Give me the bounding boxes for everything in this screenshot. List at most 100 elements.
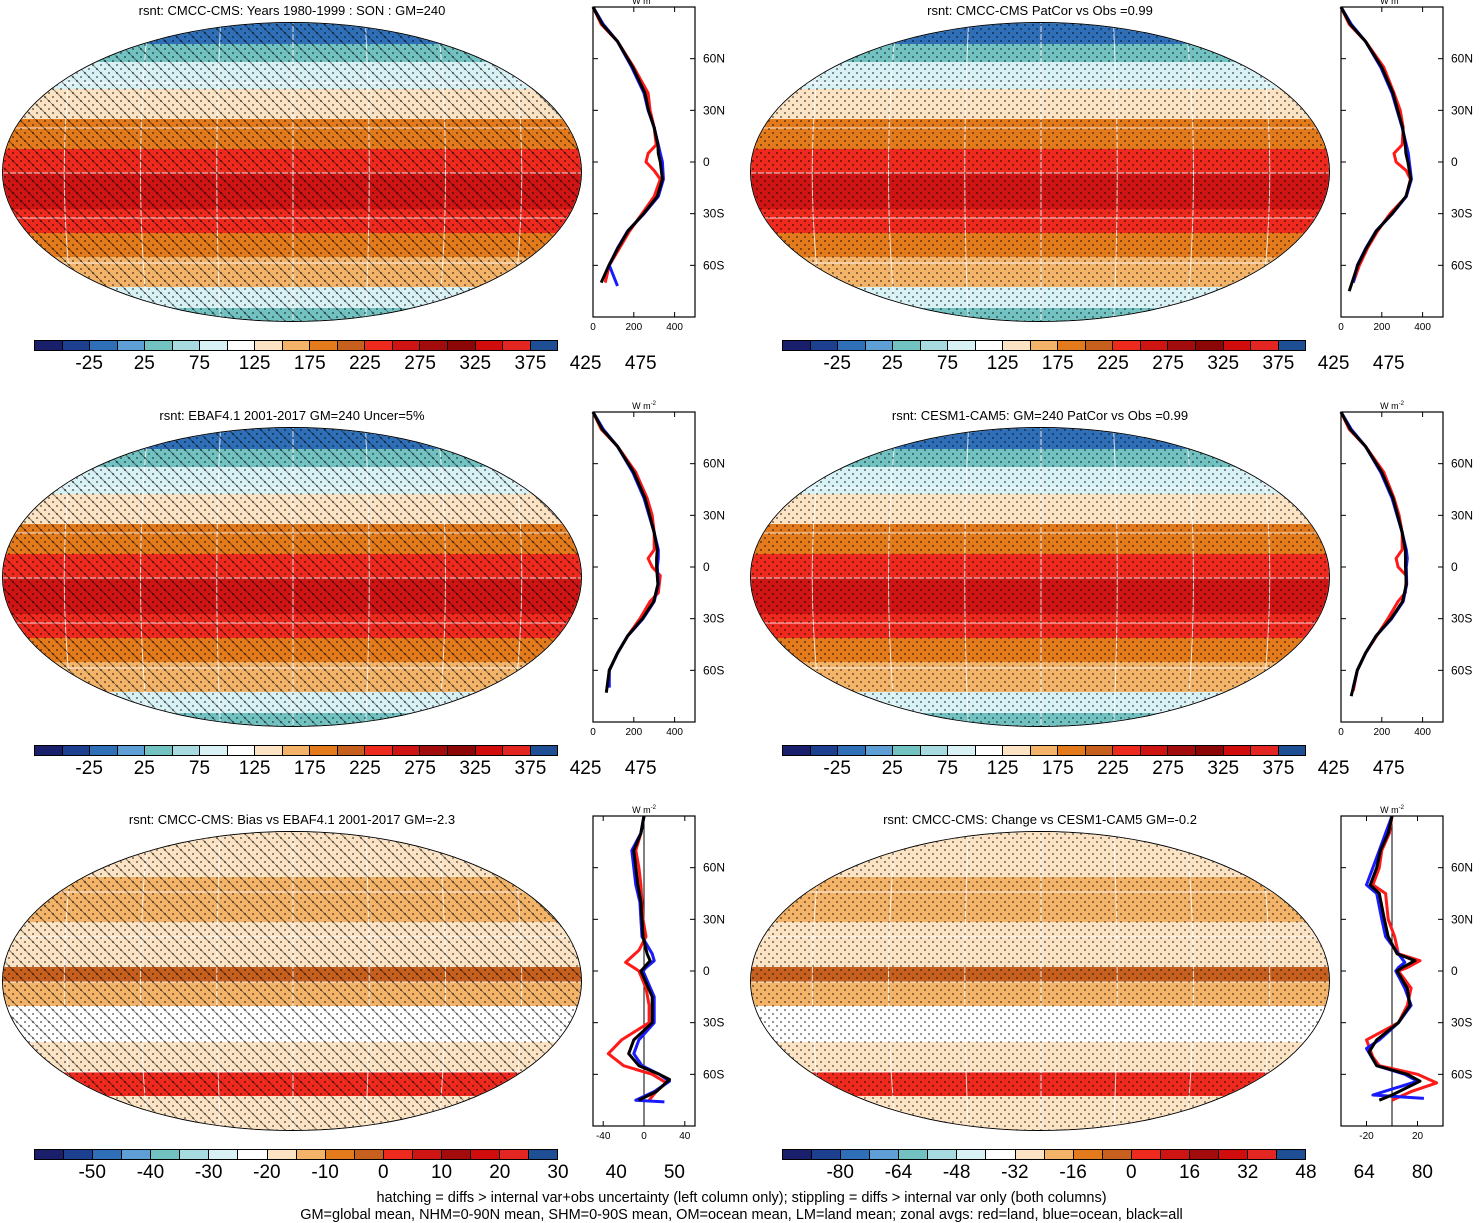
x-tick-label: 200	[625, 322, 642, 333]
lat-tick-label: 30S	[703, 1016, 724, 1030]
colorbar-tick-label: 225	[349, 353, 381, 374]
colorbar-tick-label: 75	[188, 353, 211, 374]
zonal-mean-plot: W m-2 60N 30N 0 30S 60S -20 20	[1340, 805, 1483, 1156]
colorbar-tick-label: 425	[1317, 758, 1350, 779]
colorbar-tick-label: 225	[1097, 353, 1129, 374]
zonal-mean-plot: W m-2 60N 30N 0 30S 60S -40 0 40	[592, 805, 755, 1156]
colorbar-tick-label: 475	[624, 353, 657, 374]
zonal-mean-plot: W m-2 60N 30N 0 30S 60S 0 200 400	[590, 0, 755, 347]
zonal-mean-plot: W m-2 60N 30N 0 30S 60S 0 200 400	[1338, 0, 1483, 347]
colorbar-tick-label: -80	[826, 1162, 854, 1183]
colorbar-tick-label: -30	[194, 1162, 223, 1183]
x-tick-label: 20	[1412, 1131, 1424, 1142]
colorbar-tick-label: 375	[514, 353, 547, 374]
colorbar-tick-label: 375	[514, 758, 547, 779]
lat-tick-label: 0	[703, 560, 710, 574]
x-tick-label: 0	[1338, 727, 1344, 738]
lat-tick-label: 30N	[1451, 103, 1473, 117]
colorbar-tick-label: 175	[293, 353, 326, 374]
colorbar-tick-label: -25	[75, 758, 103, 779]
x-tick-label: -20	[1359, 1131, 1374, 1142]
x-tick-label: 400	[666, 727, 683, 738]
global-map	[750, 831, 1330, 1131]
footer-line-1: hatching = diffs > internal var+obs unce…	[376, 1190, 1107, 1206]
colorbar-tick-label: 275	[1152, 758, 1184, 779]
colorbar-tick-label: 48	[1295, 1162, 1317, 1183]
colorbar-tick-label: 325	[1207, 758, 1240, 779]
colorbar-tick-label: 40	[605, 1162, 627, 1183]
lat-tick-label: 30N	[703, 912, 725, 926]
colorbar-tick-label: 125	[238, 353, 271, 374]
lat-tick-label: 0	[1451, 964, 1458, 978]
colorbar-tick-label: 325	[459, 758, 492, 779]
colorbar-tick-label: 325	[459, 353, 492, 374]
footer-line-2: GM=global mean, NHM=0-90N mean, SHM=0-90…	[300, 1207, 1183, 1223]
zonal-line-all	[1339, 411, 1408, 697]
zonal-mean-plot: W m-2 60N 30N 0 30S 60S 0 200 400	[1338, 401, 1483, 752]
lat-tick-label: 60N	[1451, 52, 1473, 66]
zonal-line-all	[591, 411, 660, 693]
x-tick-label: 0	[590, 727, 596, 738]
colorbar-tick-label: 425	[569, 758, 602, 779]
colorbar-tick-label: -25	[823, 353, 851, 374]
colorbar-tick-label: 80	[1411, 1162, 1434, 1183]
colorbar	[34, 1149, 558, 1160]
lat-tick-label: 0	[703, 155, 710, 169]
lat-tick-label: 30N	[703, 103, 725, 117]
colorbar-tick-label: 375	[1262, 353, 1295, 374]
lat-tick-label: 30S	[1451, 1016, 1472, 1030]
x-tick-label: 40	[679, 1131, 691, 1142]
colorbar-tick-label: -10	[311, 1162, 339, 1183]
colorbar-tick-label: 10	[430, 1162, 453, 1183]
colorbar-tick-label: 16	[1178, 1162, 1201, 1183]
lat-tick-label: 30N	[703, 508, 725, 522]
colorbar-tick-label: -64	[884, 1162, 913, 1183]
lat-tick-label: 60N	[703, 457, 725, 471]
colorbar-tick-label: 30	[547, 1162, 569, 1183]
unit-label: W m-2	[1380, 0, 1404, 6]
colorbar-tick-label: 25	[881, 758, 903, 779]
unit-label: W m-2	[1380, 401, 1404, 411]
colorbar-tick-label: 475	[1372, 353, 1405, 374]
colorbar-tick-label: 25	[881, 353, 903, 374]
colorbar	[782, 340, 1306, 351]
x-tick-label: 400	[1414, 727, 1431, 738]
map-title: rsnt: CESM1-CAM5: GM=240 PatCor vs Obs =…	[891, 408, 1189, 423]
x-tick-label: 400	[666, 322, 683, 333]
colorbar-tick-label: -20	[253, 1162, 281, 1183]
map-title: rsnt: EBAF4.1 2001-2017 GM=240 Uncer=5%	[159, 408, 425, 423]
colorbar-tick-label: 275	[404, 353, 436, 374]
lat-tick-label: 30N	[1451, 912, 1473, 926]
map-title: rsnt: CMCC-CMS: Bias vs EBAF4.1 2001-201…	[128, 812, 456, 827]
colorbar-tick-label: 425	[1317, 353, 1350, 374]
global-map	[2, 831, 582, 1131]
x-tick-label: 0	[1338, 322, 1344, 333]
x-tick-label: 0	[641, 1131, 647, 1142]
colorbar-tick-label: 175	[293, 758, 326, 779]
colorbar-tick-label: -25	[75, 353, 103, 374]
lat-tick-label: 60S	[1451, 258, 1472, 272]
colorbar	[34, 745, 558, 756]
lat-tick-label: 60S	[1451, 663, 1472, 677]
colorbar-tick-label: 225	[1097, 758, 1129, 779]
colorbar-tick-label: 20	[489, 1162, 511, 1183]
colorbar-tick-label: 0	[378, 1162, 389, 1183]
colorbar	[782, 745, 1306, 756]
x-tick-label: 200	[1373, 727, 1390, 738]
unit-label: W m-2	[632, 401, 656, 411]
colorbar-tick-label: 0	[1126, 1162, 1137, 1183]
colorbar-tick-label: 275	[1152, 353, 1184, 374]
colorbar-tick-label: 75	[936, 758, 959, 779]
unit-superscript: -2	[1399, 0, 1405, 2]
unit-label: W m-2	[632, 805, 656, 815]
unit-superscript: -2	[651, 805, 657, 811]
colorbar-tick-label: 125	[986, 353, 1019, 374]
x-tick-label: -40	[596, 1131, 611, 1142]
unit-superscript: -2	[1399, 401, 1405, 407]
colorbar-tick-label: 175	[1041, 353, 1074, 374]
global-map	[2, 427, 582, 727]
colorbar-tick-label: 325	[1207, 353, 1240, 374]
colorbar-tick-label: 32	[1237, 1162, 1259, 1183]
colorbar-tick-label: 25	[133, 758, 155, 779]
lat-tick-label: 60N	[703, 52, 725, 66]
